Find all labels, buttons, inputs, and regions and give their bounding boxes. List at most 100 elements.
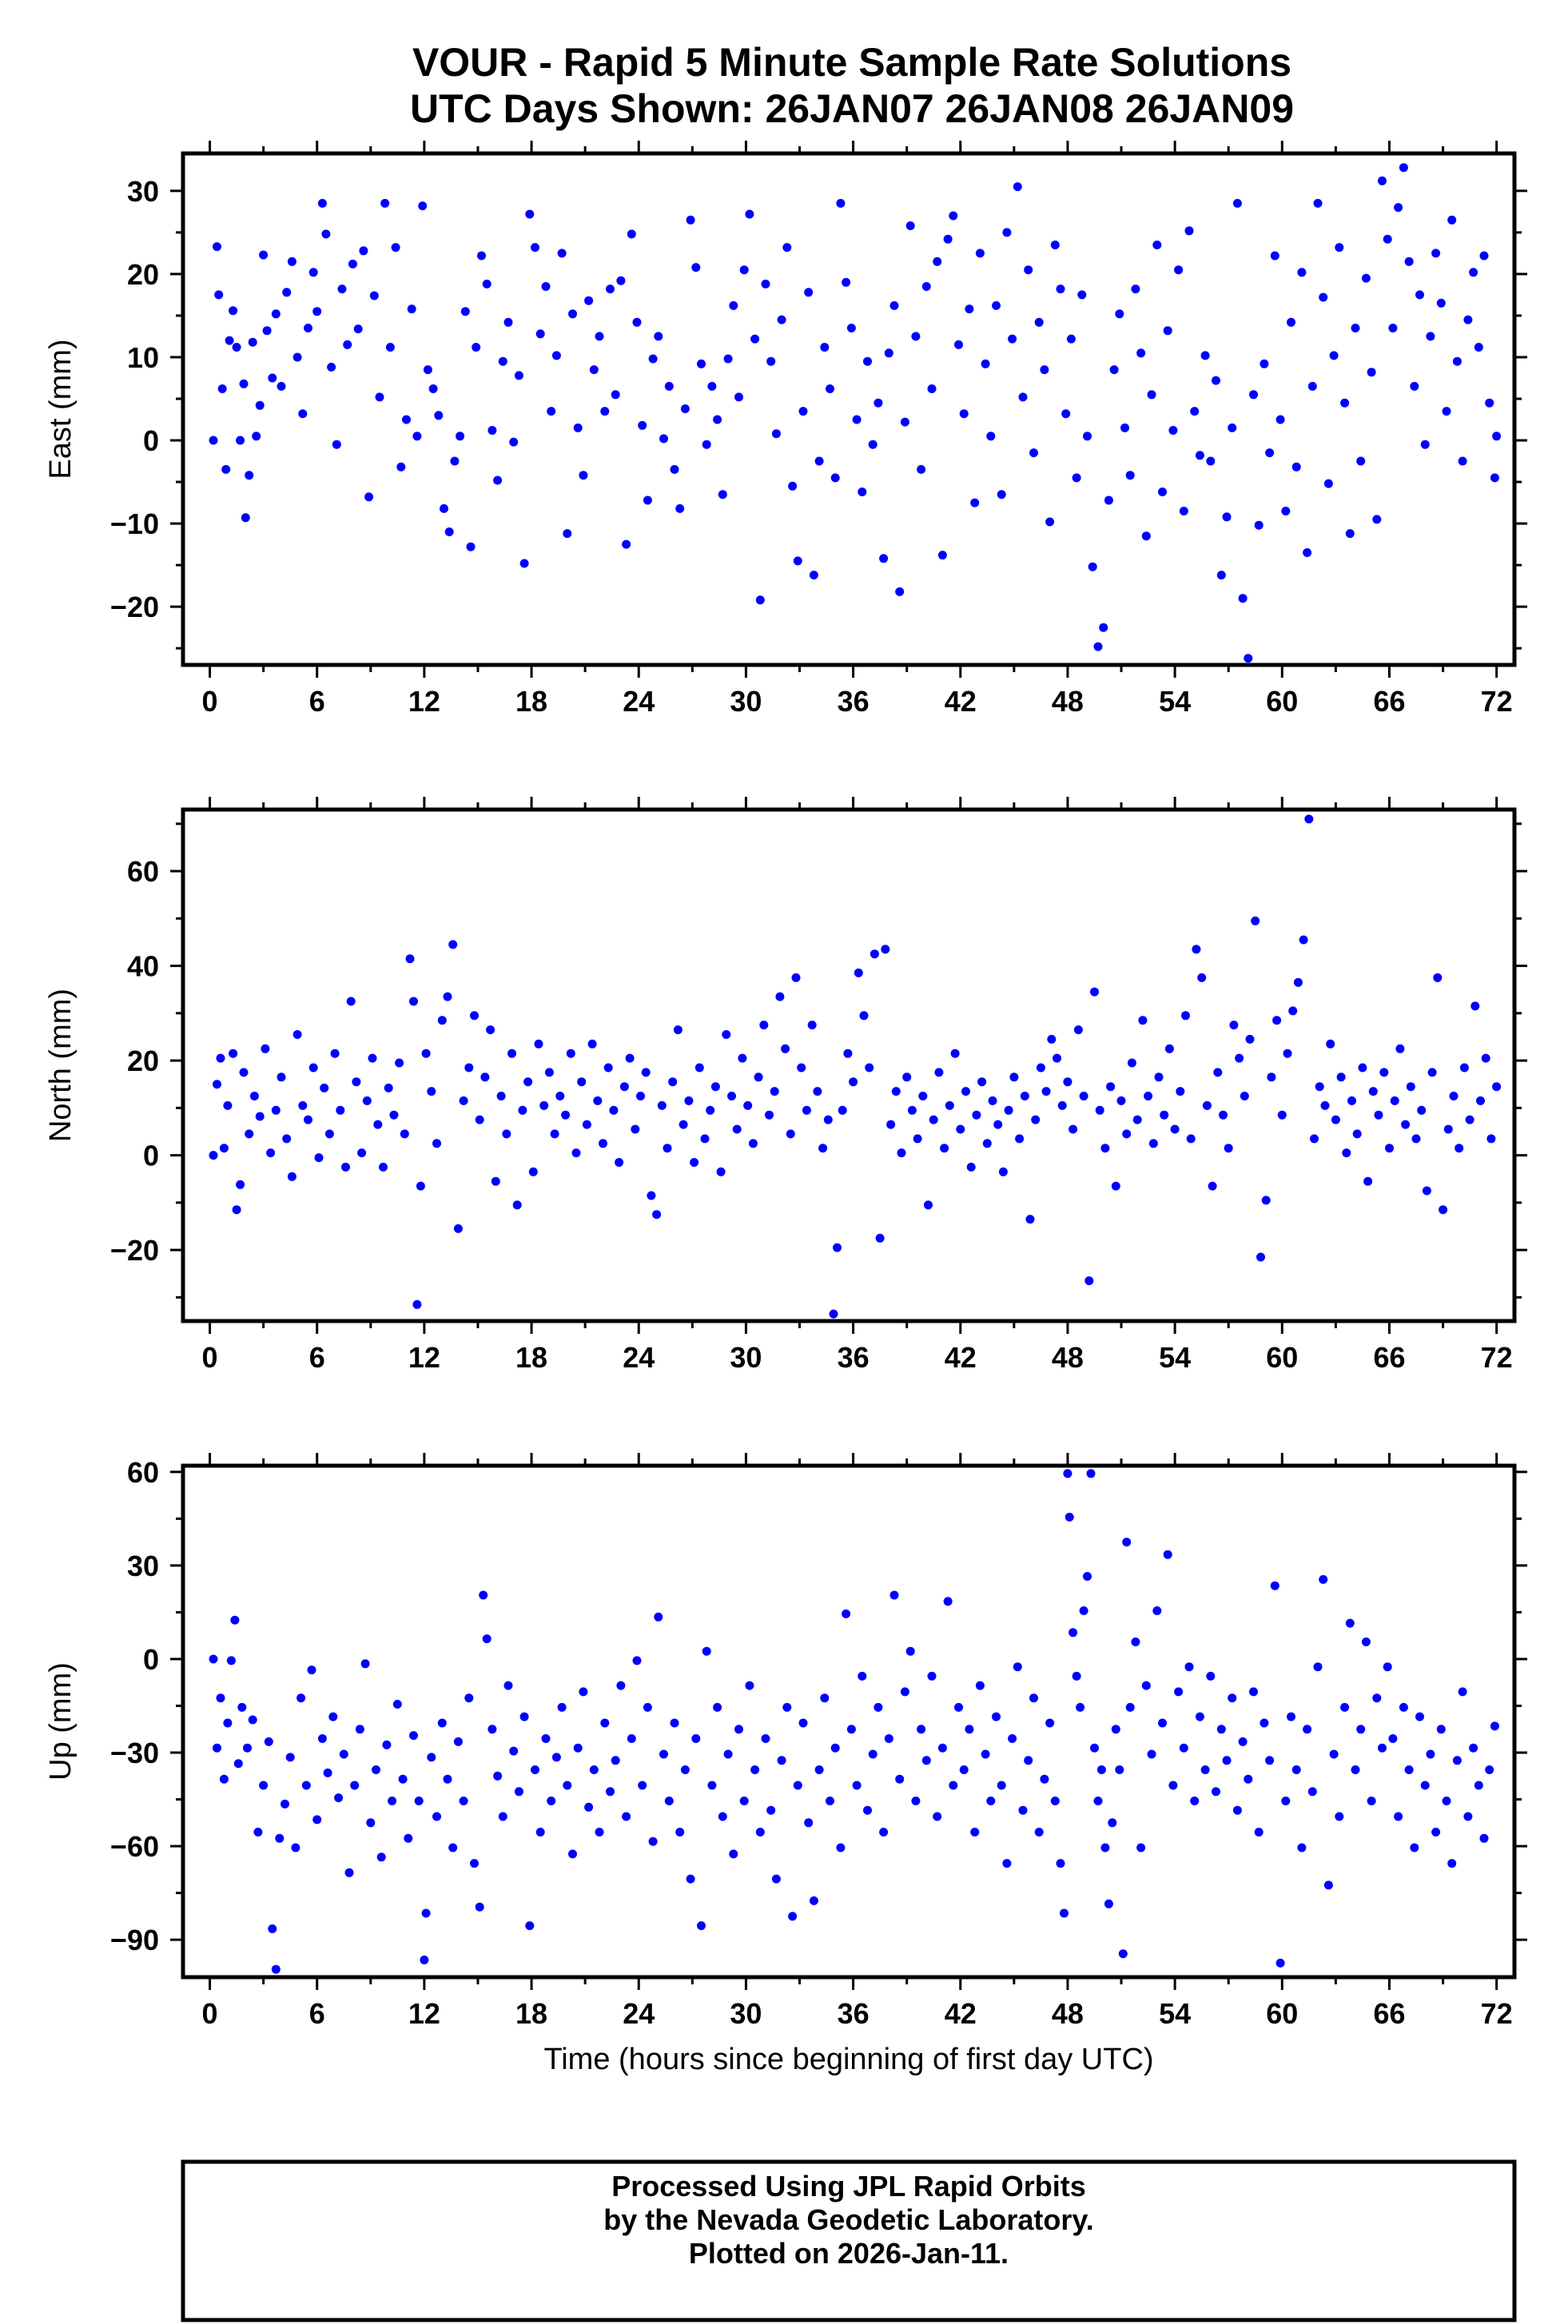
data-point <box>1002 228 1012 237</box>
data-point <box>571 1148 581 1158</box>
data-point <box>307 1665 316 1675</box>
x-tick-label: 0 <box>202 685 218 718</box>
data-point <box>460 307 470 316</box>
data-point <box>1093 642 1103 651</box>
data-point <box>603 1063 613 1072</box>
data-point <box>475 1115 484 1124</box>
data-point <box>1319 1574 1328 1584</box>
data-point <box>918 1092 928 1100</box>
data-point <box>1197 973 1207 982</box>
data-point <box>369 291 379 300</box>
data-point <box>1455 1144 1464 1153</box>
data-point <box>259 1781 269 1790</box>
data-point <box>233 1759 243 1769</box>
data-point <box>809 571 818 580</box>
data-point <box>1492 1082 1502 1092</box>
data-point <box>1232 1805 1242 1815</box>
data-point <box>1116 1096 1126 1105</box>
data-point <box>496 1092 506 1100</box>
data-point <box>1029 448 1038 458</box>
data-point <box>1004 1105 1013 1115</box>
data-point <box>1270 1581 1279 1590</box>
data-point <box>1291 1765 1301 1774</box>
data-point <box>1181 1011 1190 1021</box>
x-tick-label: 24 <box>623 685 655 718</box>
x-tick-label: 30 <box>730 1997 762 2030</box>
data-point <box>1288 1006 1298 1016</box>
data-point <box>1291 462 1301 472</box>
data-point <box>1179 1743 1188 1753</box>
data-point <box>1164 1044 1174 1053</box>
data-point <box>600 407 610 416</box>
data-point <box>1378 176 1387 185</box>
data-point <box>1361 273 1371 283</box>
data-point <box>293 1030 302 1039</box>
data-point <box>346 997 356 1006</box>
data-point <box>230 1615 240 1625</box>
data-point <box>820 343 830 352</box>
data-point <box>977 1077 987 1087</box>
data-point <box>589 1765 599 1774</box>
data-point <box>1323 1880 1333 1890</box>
x-tick-label: 42 <box>945 1997 977 2030</box>
data-point <box>706 1105 715 1115</box>
data-point <box>970 1828 980 1837</box>
data-point <box>1152 241 1162 249</box>
data-point <box>965 304 974 314</box>
data-point <box>418 201 428 211</box>
data-point <box>1323 479 1333 488</box>
data-point <box>1260 359 1269 368</box>
data-point <box>691 1734 701 1743</box>
data-point <box>563 1781 572 1790</box>
data-point <box>503 1681 513 1690</box>
data-point <box>986 1797 996 1805</box>
data-point <box>1372 515 1382 524</box>
data-point <box>798 407 808 416</box>
data-point <box>771 1874 781 1884</box>
data-point <box>332 440 341 449</box>
data-point <box>1379 1068 1389 1077</box>
data-point <box>1361 1638 1371 1646</box>
data-point <box>353 324 363 334</box>
data-point <box>412 1299 422 1309</box>
data-point <box>1335 243 1344 253</box>
data-point <box>444 527 454 536</box>
data-point <box>654 332 663 341</box>
data-point <box>1163 326 1172 336</box>
data-point <box>1267 1072 1276 1082</box>
data-point <box>823 1115 833 1124</box>
data-point <box>482 1634 491 1644</box>
data-point <box>412 432 422 441</box>
data-point <box>652 1210 662 1220</box>
data-point <box>889 1590 899 1600</box>
data-point <box>491 1176 500 1186</box>
data-point <box>793 1781 802 1790</box>
data-point <box>905 1646 915 1656</box>
data-point <box>1372 1693 1382 1703</box>
data-point <box>1176 1087 1185 1096</box>
data-point <box>1256 1252 1265 1262</box>
data-point <box>761 1734 770 1743</box>
data-point <box>638 1781 647 1790</box>
x-tick-label: 36 <box>838 685 870 718</box>
data-point <box>961 1087 970 1096</box>
data-point <box>219 1144 229 1153</box>
data-point <box>927 384 937 393</box>
data-point <box>1072 1671 1081 1681</box>
data-point <box>777 315 786 324</box>
data-point <box>1034 317 1044 327</box>
data-point <box>1077 290 1087 300</box>
data-point <box>523 1077 533 1087</box>
data-point <box>1463 315 1473 324</box>
x-tick-label: 24 <box>623 1997 655 2030</box>
data-point <box>221 464 231 474</box>
data-point <box>1061 409 1071 419</box>
data-point <box>1235 1053 1244 1063</box>
data-point <box>1390 1096 1399 1105</box>
x-tick-label: 12 <box>408 1997 440 2030</box>
data-point <box>1486 1134 1496 1144</box>
data-point <box>895 587 905 596</box>
data-point <box>518 1105 527 1115</box>
data-point <box>416 1181 425 1191</box>
data-point <box>1060 1908 1069 1918</box>
